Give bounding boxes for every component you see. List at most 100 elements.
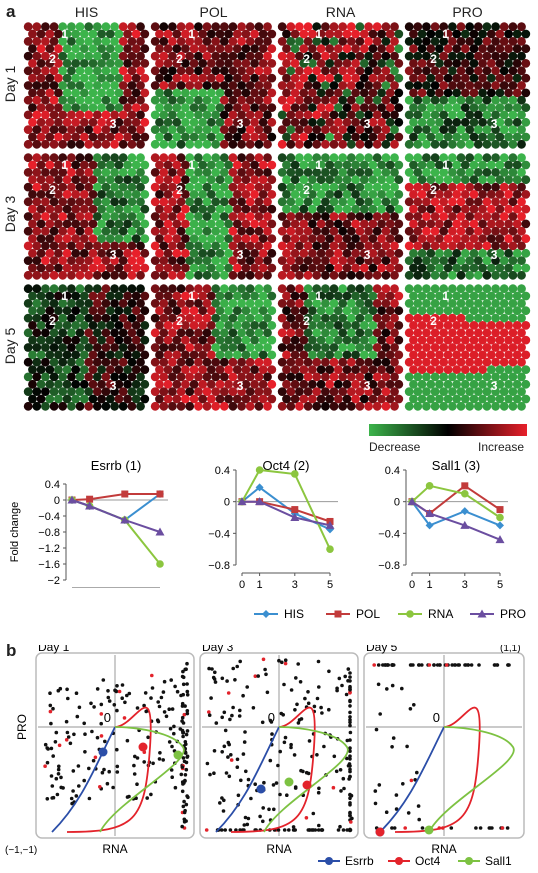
som-cell <box>517 328 526 338</box>
som-cell <box>469 29 479 39</box>
som-cell <box>237 401 247 411</box>
som-cell <box>521 44 531 54</box>
som-cell <box>303 125 313 134</box>
som-cell <box>237 313 247 323</box>
som-cell <box>460 335 470 345</box>
som-cell <box>150 22 160 32</box>
som-cell <box>88 103 98 112</box>
som-cell <box>491 256 500 265</box>
som-cell <box>316 263 326 273</box>
som-cell <box>473 153 483 163</box>
som-cell <box>508 212 518 221</box>
som-cell <box>118 66 128 76</box>
som-cell <box>499 125 509 134</box>
som-cell <box>202 284 212 294</box>
som-cell <box>377 103 386 112</box>
som-cell <box>465 95 475 105</box>
som-cell <box>92 357 102 367</box>
som-cell <box>413 139 423 149</box>
som-cell <box>282 204 291 214</box>
som-cell <box>377 291 386 301</box>
line-legend-markers: HIS POL RNA PRO <box>254 607 526 621</box>
scatter-point <box>249 796 253 801</box>
som-cell <box>168 284 177 294</box>
som-cell <box>286 182 296 192</box>
scatter-point <box>417 817 422 822</box>
som-cell <box>232 365 242 374</box>
scatter-point <box>156 719 161 724</box>
som-cell <box>517 66 526 76</box>
som-cell <box>312 22 322 32</box>
som-cell <box>172 335 182 345</box>
som-cell <box>359 335 369 345</box>
som-cell <box>486 263 496 273</box>
som-cell <box>215 219 225 229</box>
som-cell <box>390 372 399 382</box>
som-cell <box>45 44 55 54</box>
som-cell <box>329 401 339 411</box>
som-cell <box>439 256 449 265</box>
som-cell <box>329 51 339 61</box>
som-cell <box>49 51 59 61</box>
som-cell <box>394 132 404 142</box>
som-cell <box>28 291 37 301</box>
som-cell <box>136 212 145 221</box>
som-cell <box>325 73 335 83</box>
scatter-point <box>48 703 53 708</box>
som-cell <box>495 394 505 404</box>
som-cell <box>159 212 169 221</box>
som-cell <box>439 153 449 163</box>
som-cell <box>355 387 365 396</box>
scatter-point <box>226 755 230 759</box>
scatter-point <box>172 724 176 729</box>
som-cell <box>168 357 177 367</box>
som-cell <box>181 234 190 244</box>
som-cell <box>277 357 287 367</box>
som-cell <box>456 372 466 382</box>
som-cell <box>245 66 255 76</box>
som-cell <box>176 182 186 192</box>
som-cell <box>54 263 63 273</box>
som-cell <box>308 350 317 360</box>
som-cell <box>88 306 98 316</box>
som-cell <box>250 73 259 83</box>
som-cell <box>390 401 399 411</box>
som-cell <box>105 175 115 185</box>
som-cell <box>150 153 160 163</box>
som-cell <box>346 401 356 411</box>
som-cell <box>228 81 238 90</box>
som-cell <box>41 299 50 308</box>
scatter-point <box>427 663 432 667</box>
som-cell <box>409 365 418 374</box>
som-cell <box>381 372 391 382</box>
som-cell <box>258 248 268 258</box>
som-cell <box>381 51 391 61</box>
scatter-point <box>416 804 421 808</box>
scatter-point <box>132 772 137 776</box>
som-cell <box>105 44 115 54</box>
scatter-point <box>158 751 162 755</box>
som-cell <box>372 328 382 338</box>
som-cell <box>206 321 216 330</box>
som-cell <box>499 372 509 382</box>
som-cell <box>460 132 470 142</box>
som-cell <box>202 110 212 120</box>
som-cell <box>473 37 483 46</box>
som-cell <box>224 248 234 258</box>
som-cell <box>409 88 418 98</box>
som-cell <box>295 256 304 265</box>
som-cell <box>110 212 119 221</box>
som-cell <box>219 357 229 367</box>
som-cell <box>84 270 94 280</box>
som-cell <box>123 44 132 54</box>
som-cell <box>131 59 141 68</box>
som-cell <box>499 81 509 90</box>
som-cell <box>430 110 440 120</box>
som-cell <box>491 387 500 396</box>
som-cell <box>71 59 81 68</box>
series-point-pro <box>425 509 435 518</box>
som-cell <box>194 51 203 61</box>
som-cell <box>452 29 462 39</box>
scatter-point <box>164 714 169 719</box>
som-cell <box>308 379 317 389</box>
